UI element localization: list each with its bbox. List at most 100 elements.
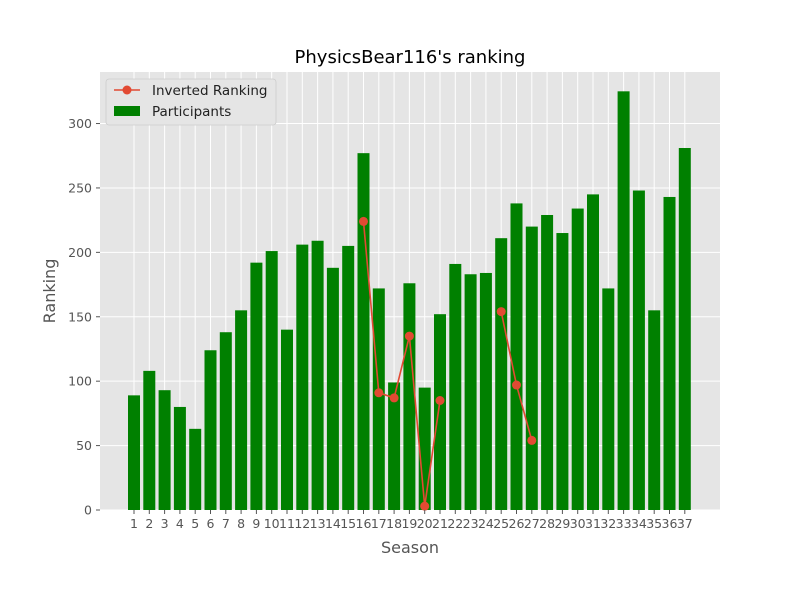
inverted-ranking-point-season-19 xyxy=(404,331,414,341)
bar-season-22 xyxy=(449,263,462,510)
x-tick-label: 29 xyxy=(554,516,570,531)
bar-season-1 xyxy=(128,395,140,510)
x-tick-label: 34 xyxy=(631,516,647,531)
inverted-ranking-line xyxy=(359,216,537,511)
inverted-ranking-point-season-27 xyxy=(527,435,537,445)
bar-season-13 xyxy=(311,240,324,510)
x-tick-label: 21 xyxy=(432,516,448,531)
bar-season-23 xyxy=(464,274,477,510)
bar-season-4 xyxy=(173,406,186,510)
bar-season-25 xyxy=(495,238,508,510)
x-tick-label: 27 xyxy=(524,516,540,531)
bar-season-15 xyxy=(342,245,355,511)
inverted-ranking-point-season-16 xyxy=(359,216,368,226)
y-axis-ticks: 0 50 100 150 200 250 300 xyxy=(68,116,100,518)
x-tick-label: 20 xyxy=(417,516,433,531)
x-tick-label: 6 xyxy=(207,516,215,531)
y-tick-label: 250 xyxy=(68,180,92,195)
inverted-ranking-point-season-21 xyxy=(435,396,445,405)
y-axis-label: Ranking xyxy=(40,259,59,324)
bar-season-29 xyxy=(556,233,569,510)
x-tick-label: 26 xyxy=(509,516,525,531)
x-tick-label: 14 xyxy=(325,516,341,531)
legend-label-participants: Participants xyxy=(152,104,231,120)
bar-season-33 xyxy=(617,91,630,510)
inverted-ranking-point-season-17 xyxy=(374,388,384,398)
x-tick-label: 31 xyxy=(585,516,601,531)
y-tick-label: 300 xyxy=(68,116,92,131)
bar-season-26 xyxy=(510,203,523,510)
x-tick-label: 25 xyxy=(493,516,509,531)
bar-season-9 xyxy=(250,262,263,510)
legend-bar-swatch xyxy=(114,106,140,116)
x-tick-label: 18 xyxy=(386,516,402,531)
bar-season-35 xyxy=(648,310,661,510)
bar-season-3 xyxy=(158,390,171,510)
x-tick-label: 11 xyxy=(279,516,295,531)
x-axis-label: Season xyxy=(381,538,439,557)
x-tick-label: 10 xyxy=(264,516,280,531)
x-tick-label: 36 xyxy=(662,516,678,531)
x-tick-label: 35 xyxy=(646,516,662,531)
bar-season-5 xyxy=(189,428,202,510)
bar-season-7 xyxy=(219,332,232,510)
x-tick-label: 33 xyxy=(616,516,632,531)
bar-season-10 xyxy=(265,251,278,511)
legend: Inverted Ranking Participants xyxy=(105,78,277,126)
bar-season-32 xyxy=(602,288,615,510)
bar-season-18 xyxy=(388,382,401,510)
x-tick-label: 13 xyxy=(310,516,326,531)
bar-season-20 xyxy=(418,387,431,510)
legend-label-inverted-ranking: Inverted Ranking xyxy=(152,83,267,99)
x-tick-label: 17 xyxy=(371,516,387,531)
bar-season-27 xyxy=(525,226,538,510)
bar-season-19 xyxy=(403,283,416,510)
bar-season-17 xyxy=(372,288,385,510)
x-tick-label: 5 xyxy=(191,516,199,531)
x-tick-label: 16 xyxy=(356,516,372,531)
bar-season-6 xyxy=(204,350,217,510)
y-tick-label: 200 xyxy=(68,245,92,260)
x-tick-label: 15 xyxy=(340,516,356,531)
participants-bars xyxy=(128,91,691,511)
legend-box xyxy=(105,78,277,126)
x-tick-label: 23 xyxy=(463,516,479,531)
x-tick-label: 28 xyxy=(539,516,555,531)
chart-title: PhysicsBear116's ranking xyxy=(295,47,526,68)
inverted-ranking-point-season-18 xyxy=(389,393,399,403)
bar-season-2 xyxy=(143,370,156,510)
bar-season-31 xyxy=(587,194,599,510)
bar-season-12 xyxy=(296,244,309,510)
x-tick-label: 1 xyxy=(130,516,138,531)
x-axis-ticks: 1 2 3 4 5 6 7 8 9 10 11 12 13 14 15 16 17 18 19 20 21 22 23 24 2… xyxy=(130,510,693,531)
bar-season-21 xyxy=(434,314,446,510)
y-tick-label: 100 xyxy=(68,374,92,389)
inverted-ranking-segment xyxy=(362,221,441,507)
inverted-ranking-point-season-25 xyxy=(496,307,506,317)
bar-season-24 xyxy=(479,272,492,510)
inverted-ranking-point-season-20 xyxy=(420,501,430,511)
x-tick-label: 7 xyxy=(222,516,230,531)
y-tick-label: 50 xyxy=(76,438,92,453)
bar-season-8 xyxy=(235,310,248,510)
bar-season-30 xyxy=(571,208,584,510)
x-tick-label: 37 xyxy=(677,516,693,531)
y-tick-label: 0 xyxy=(84,503,92,518)
x-tick-label: 19 xyxy=(401,516,417,531)
y-tick-label: 150 xyxy=(68,309,92,324)
x-tick-label: 32 xyxy=(600,516,616,531)
legend-marker-swatch xyxy=(122,85,132,95)
inverted-ranking-point-season-26 xyxy=(512,380,521,390)
x-tick-label: 8 xyxy=(237,516,245,531)
bar-season-16 xyxy=(357,153,370,511)
bar-season-37 xyxy=(678,148,691,510)
bar-season-14 xyxy=(326,267,339,510)
x-tick-label: 2 xyxy=(145,516,153,531)
x-tick-label: 9 xyxy=(252,516,260,531)
x-tick-label: 3 xyxy=(161,516,169,531)
bar-season-11 xyxy=(281,329,293,510)
bar-season-36 xyxy=(663,196,676,511)
x-tick-label: 4 xyxy=(176,516,184,531)
